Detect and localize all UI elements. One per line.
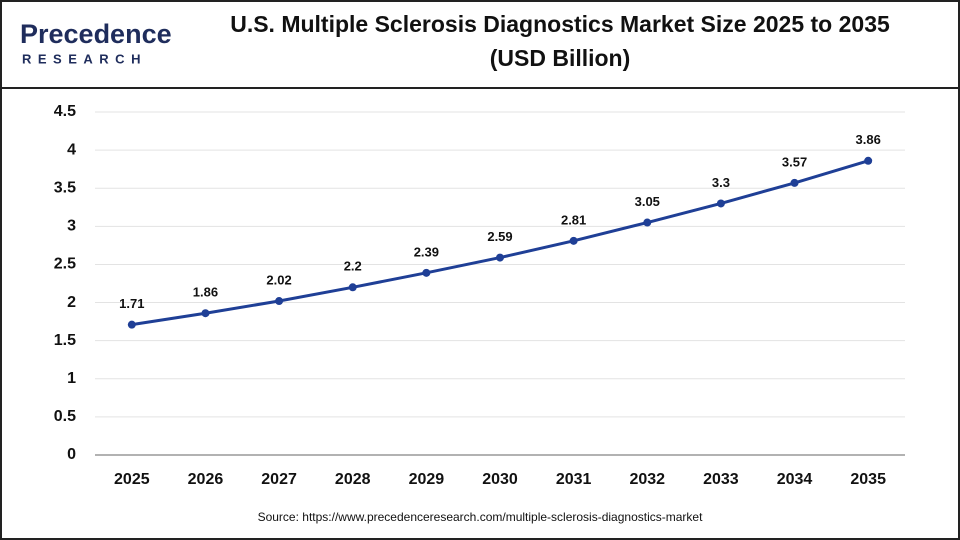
data-label: 2.59	[487, 229, 512, 244]
point	[127, 320, 136, 329]
y-tick-label: 3.5	[54, 179, 76, 196]
x-tick-label: 2030	[482, 471, 518, 488]
logo: Precedence RESEARCH	[20, 19, 172, 66]
x-tick-label: 2026	[188, 471, 224, 488]
data-label: 3.05	[635, 194, 660, 209]
point	[569, 236, 578, 245]
logo-name: Precedence	[20, 19, 172, 49]
point	[864, 156, 873, 165]
x-tick-label: 2025	[114, 471, 150, 488]
y-tick-label: 4.5	[54, 103, 76, 120]
point	[201, 309, 210, 318]
x-tick-label: 2033	[703, 471, 739, 488]
data-label: 2.02	[266, 272, 291, 287]
point	[275, 297, 284, 306]
data-label: 3.3	[712, 175, 730, 190]
x-tick-label: 2027	[261, 471, 297, 488]
point	[790, 178, 799, 187]
y-tick-label: 0	[67, 446, 76, 463]
point	[422, 268, 431, 277]
y-tick-label: 2	[67, 294, 76, 311]
data-label: 3.57	[782, 154, 807, 169]
logo-tagline: RESEARCH	[22, 51, 147, 66]
x-tick-label: 2034	[777, 471, 813, 488]
x-tick-label: 2028	[335, 471, 371, 488]
chart-title: U.S. Multiple Sclerosis Diagnostics Mark…	[230, 11, 890, 37]
point	[348, 283, 357, 292]
x-tick-label: 2031	[556, 471, 592, 488]
y-tick-label: 1.5	[54, 332, 76, 349]
y-tick-label: 2.5	[54, 256, 76, 273]
chart-title: (USD Billion)	[490, 45, 631, 71]
point	[643, 218, 652, 227]
data-label: 3.86	[856, 132, 881, 147]
y-tick-label: 4	[67, 141, 76, 158]
point	[716, 199, 725, 208]
data-label: 1.86	[193, 285, 218, 300]
data-label: 1.71	[119, 296, 144, 311]
y-tick-label: 0.5	[54, 408, 76, 425]
data-label: 2.81	[561, 212, 586, 227]
data-label: 2.2	[344, 259, 362, 274]
x-tick-label: 2029	[409, 471, 445, 488]
x-tick-label: 2035	[850, 471, 886, 488]
source: Source: https://www.precedenceresearch.c…	[258, 510, 704, 524]
y-tick-label: 3	[67, 218, 76, 235]
x-tick-label: 2032	[629, 471, 665, 488]
data-label: 2.39	[414, 244, 439, 259]
point	[496, 253, 504, 262]
y-tick-label: 1	[67, 370, 76, 387]
